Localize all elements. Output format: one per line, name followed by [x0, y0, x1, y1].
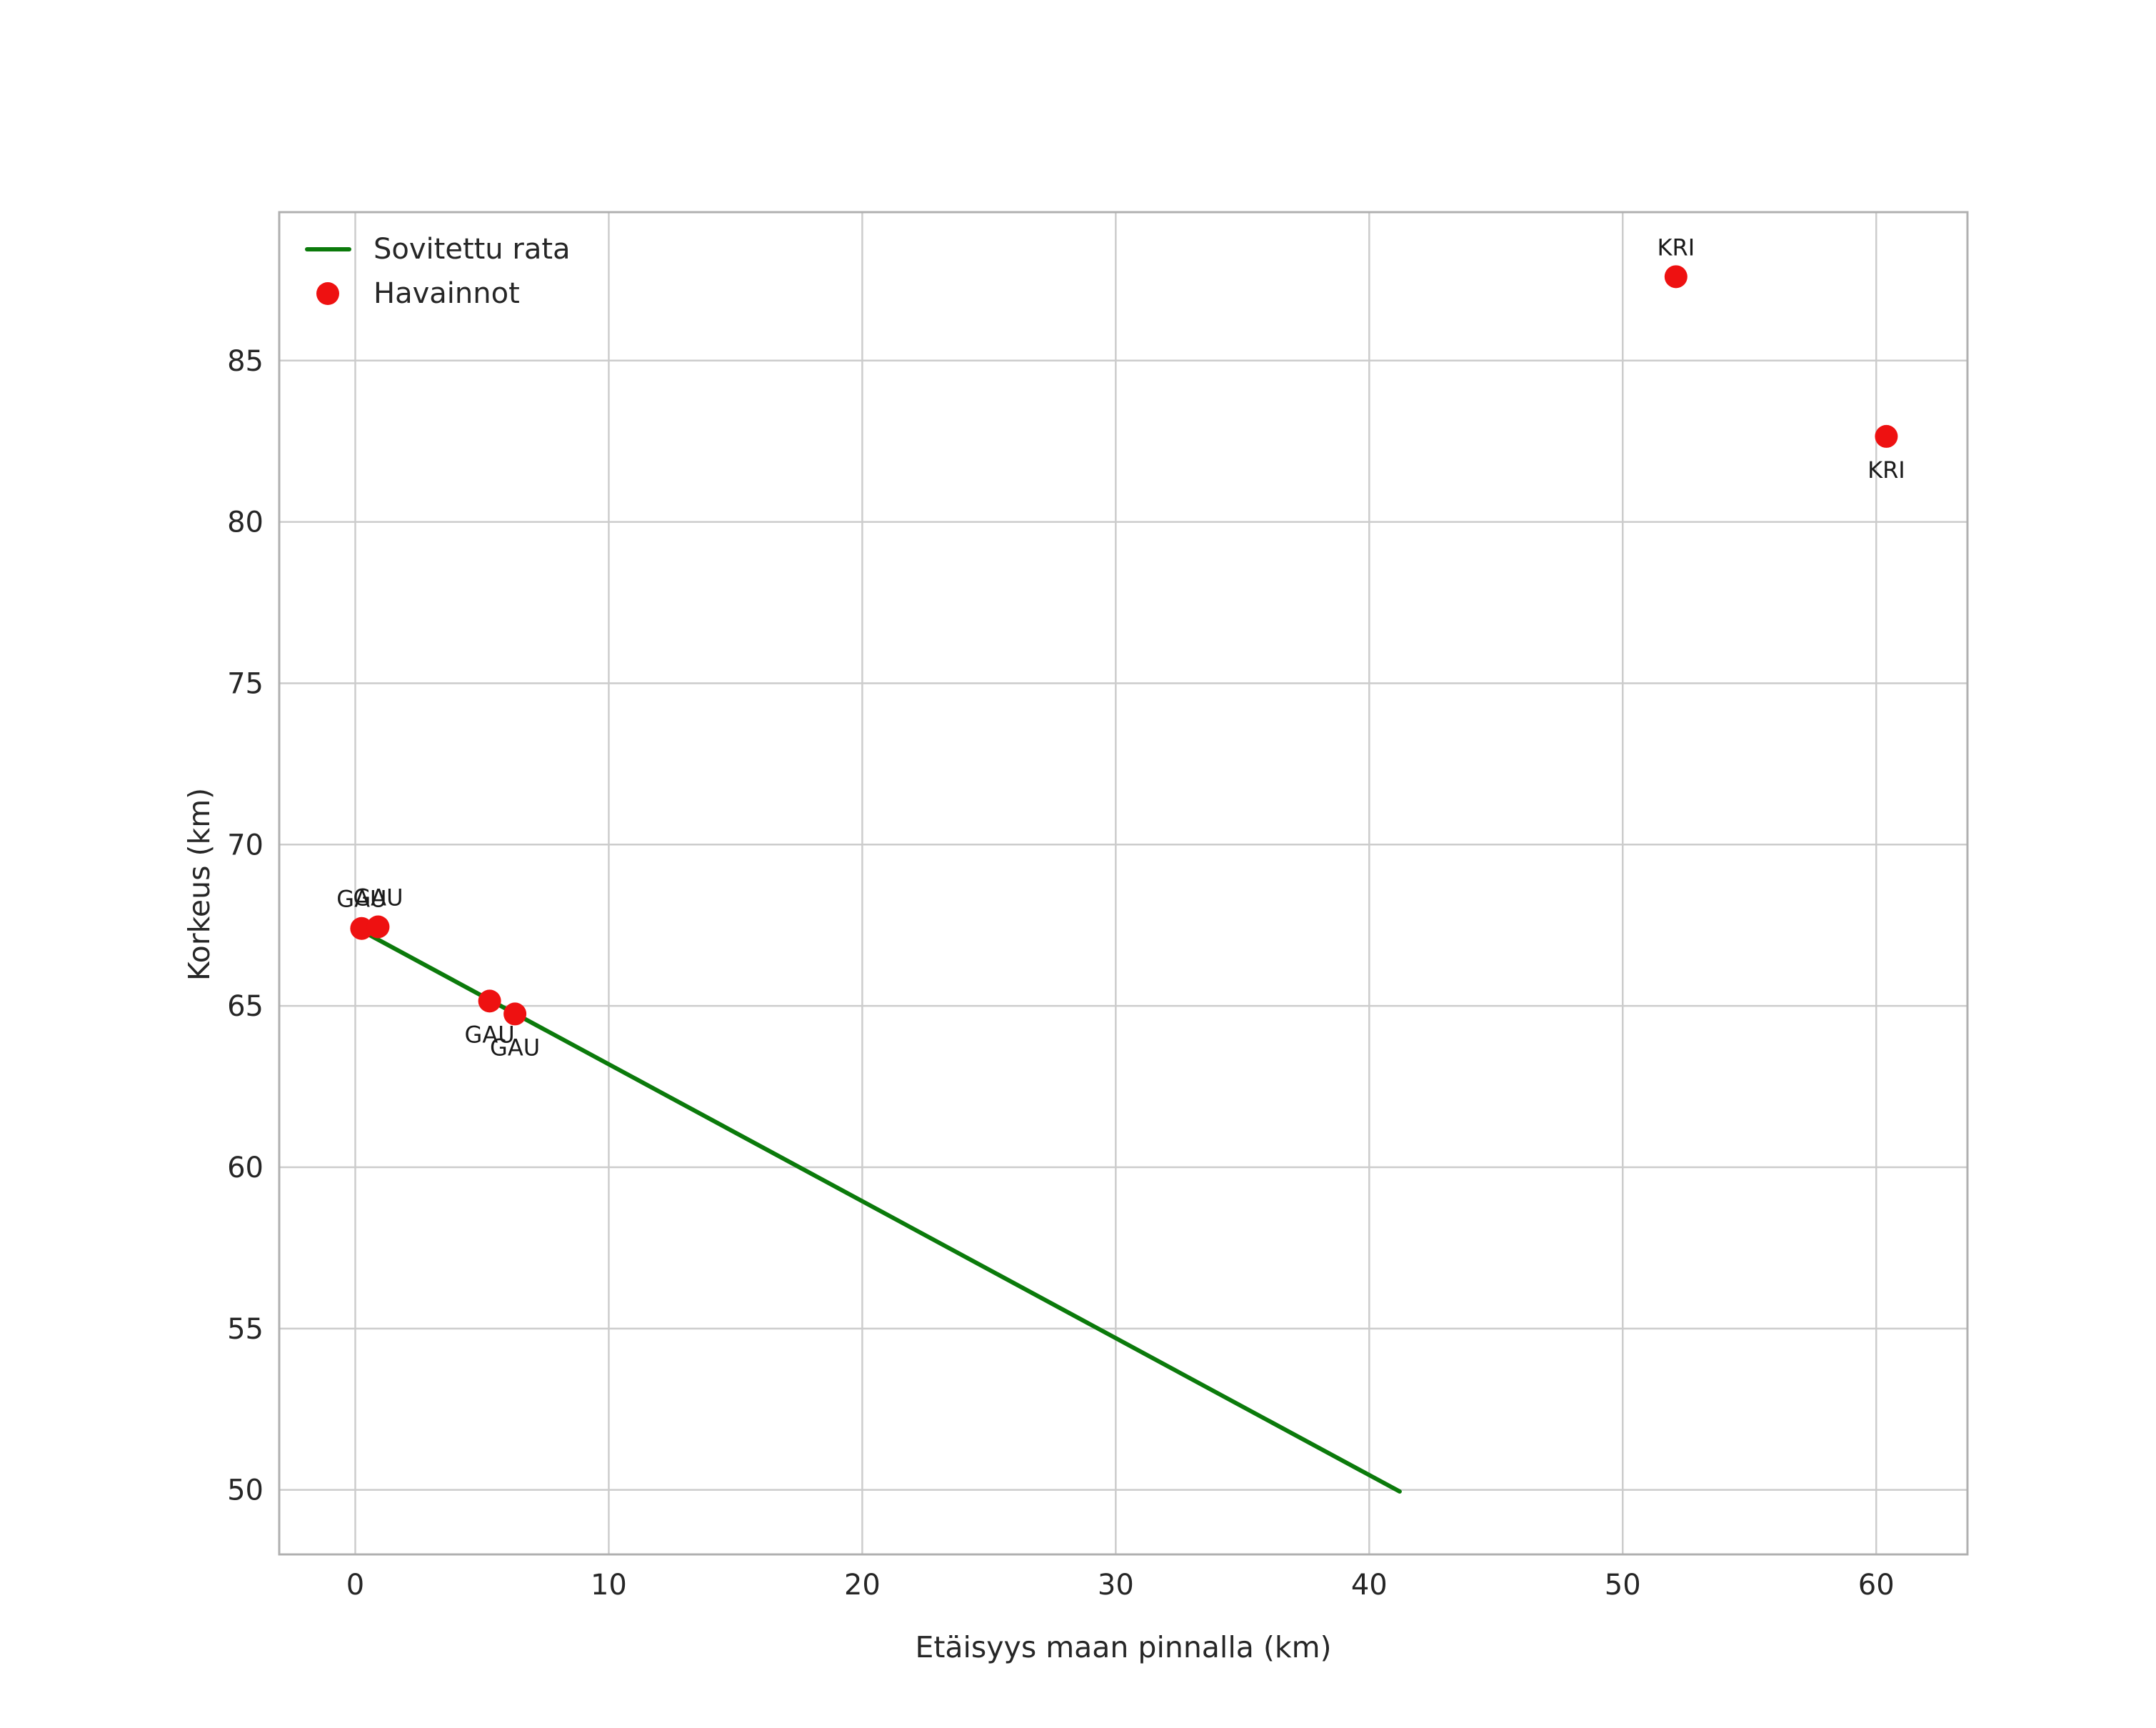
legend-label-fitted-line: Sovitettu rata: [373, 233, 571, 266]
data-point: [350, 917, 373, 940]
fitted-line: [358, 927, 1402, 1494]
x-axis-label: Etäisyys maan pinnalla (km): [915, 1630, 1332, 1664]
point-swatch-icon: [316, 282, 339, 305]
x-tick-label: 10: [591, 1569, 627, 1602]
x-tick-label: 30: [1098, 1569, 1134, 1602]
data-point: [1875, 424, 1898, 448]
y-tick-label: 60: [227, 1152, 264, 1184]
line-swatch-icon: [305, 247, 351, 251]
legend: Sovitettu rata Havainnot: [304, 232, 571, 311]
legend-item-observations: Havainnot: [304, 276, 571, 311]
y-tick-label: 65: [227, 990, 264, 1023]
y-tick-label: 55: [227, 1313, 264, 1346]
point-label: KRI: [1867, 456, 1905, 484]
plot-border: [278, 211, 1969, 1556]
legend-item-fitted-line: Sovitettu rata: [304, 232, 571, 266]
x-tick-label: 50: [1605, 1569, 1641, 1602]
point-label: KRI: [1657, 234, 1695, 261]
y-axis-label: Korkeus (km): [182, 787, 216, 982]
x-tick-label: 40: [1351, 1569, 1388, 1602]
y-tick-label: 70: [227, 829, 264, 861]
data-point: [478, 989, 501, 1013]
y-tick-label: 85: [227, 345, 264, 378]
x-tick-label: 0: [346, 1569, 364, 1602]
point-label: GAU: [336, 886, 386, 913]
legend-label-observations: Havainnot: [373, 277, 520, 310]
x-tick-label: 60: [1858, 1569, 1895, 1602]
y-tick-label: 75: [227, 667, 264, 700]
point-label: GAU: [465, 1021, 515, 1048]
y-tick-label: 50: [227, 1474, 264, 1507]
data-point: [503, 1002, 527, 1026]
x-tick-label: 20: [844, 1569, 881, 1602]
point-label: GAU: [353, 884, 403, 911]
y-tick-label: 80: [227, 506, 264, 539]
point-label: GAU: [490, 1034, 540, 1061]
data-point: [366, 915, 390, 939]
data-point: [1664, 265, 1688, 289]
